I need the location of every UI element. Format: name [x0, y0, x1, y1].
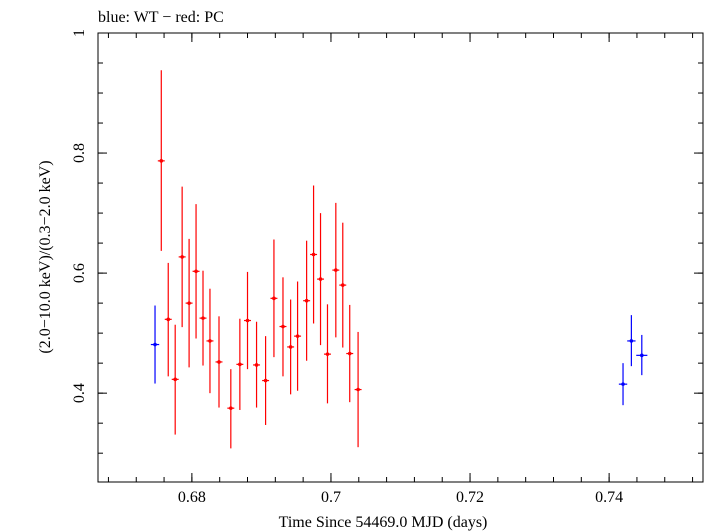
pc-marker	[180, 255, 184, 259]
pc-marker	[245, 318, 250, 323]
pc-data-point	[178, 186, 186, 328]
pc-marker	[229, 406, 233, 410]
axis-ticks	[98, 32, 703, 482]
pc-marker	[173, 377, 177, 382]
pc-data-point	[303, 240, 311, 361]
pc-marker	[194, 269, 198, 274]
pc-data-point	[294, 281, 302, 391]
pc-data-point	[262, 336, 270, 425]
pc-data-point	[310, 185, 318, 324]
x-tick-label: 0.74	[595, 489, 623, 506]
chart-title: blue: WT − red: PC	[98, 9, 224, 26]
pc-marker	[254, 363, 259, 367]
pc-marker	[295, 334, 300, 338]
x-tick-label: 0.7	[321, 489, 341, 506]
pc-data-point	[171, 324, 179, 435]
pc-marker	[166, 317, 171, 322]
pc-data-point	[270, 239, 278, 358]
pc-data-point	[287, 299, 295, 395]
pc-data-point	[324, 304, 331, 404]
pc-data-point	[317, 213, 325, 346]
wt-data-point	[636, 334, 648, 376]
pc-marker	[347, 351, 352, 356]
pc-marker	[311, 252, 316, 257]
data-points	[150, 70, 648, 449]
y-tick-label: 0.8	[71, 143, 88, 163]
pc-marker	[187, 301, 191, 305]
x-tick-label: 0.72	[456, 489, 484, 506]
wt-marker	[153, 342, 157, 347]
wt-data-point	[618, 363, 628, 406]
pc-data-point	[164, 262, 172, 377]
pc-marker	[325, 352, 330, 356]
x-axis-label: Time Since 54469.0 MJD (days)	[279, 514, 488, 531]
pc-data-point	[354, 331, 362, 448]
pc-marker	[263, 378, 268, 383]
pc-data-point	[215, 316, 223, 408]
pc-data-point	[199, 270, 207, 366]
y-tick-label: 0.6	[71, 263, 88, 283]
pc-marker	[201, 316, 205, 320]
pc-marker	[281, 324, 285, 329]
pc-marker	[288, 345, 293, 349]
pc-data-point	[253, 321, 261, 408]
pc-marker	[304, 298, 309, 303]
pc-data-point	[227, 369, 235, 449]
x-tick-label: 0.68	[178, 489, 206, 506]
pc-data-point	[157, 70, 165, 251]
wt-data-point	[150, 305, 160, 384]
plot-frame	[97, 32, 704, 483]
wt-data-point	[627, 315, 636, 367]
wt-marker	[640, 353, 644, 358]
pc-data-point	[279, 277, 287, 377]
axis-tick-labels: 0.68 0.7 0.72 0.74 0.4 0.6 0.8 1	[71, 29, 623, 506]
wt-marker	[629, 339, 634, 343]
pc-marker	[238, 362, 242, 367]
pc-marker	[159, 159, 164, 163]
pc-marker	[340, 283, 345, 287]
pc-marker	[356, 387, 360, 392]
pc-data-point	[339, 222, 347, 348]
wt-marker	[621, 382, 625, 386]
pc-marker	[272, 296, 276, 301]
pc-data-point	[244, 271, 251, 370]
pc-marker	[318, 277, 323, 281]
pc-marker	[208, 339, 212, 343]
pc-data-point	[185, 238, 193, 368]
pc-data-point	[236, 318, 244, 410]
pc-marker	[334, 268, 338, 272]
pc-data-point	[206, 288, 214, 394]
y-tick-label: 1	[71, 29, 88, 37]
pc-data-point	[346, 304, 354, 403]
pc-data-point	[332, 202, 340, 338]
y-axis-label: (2.0−10.0 keV)/(0.3−2.0 keV)	[37, 160, 54, 353]
pc-data-point	[192, 204, 200, 339]
y-tick-label: 0.4	[71, 383, 88, 403]
pc-marker	[217, 360, 221, 364]
